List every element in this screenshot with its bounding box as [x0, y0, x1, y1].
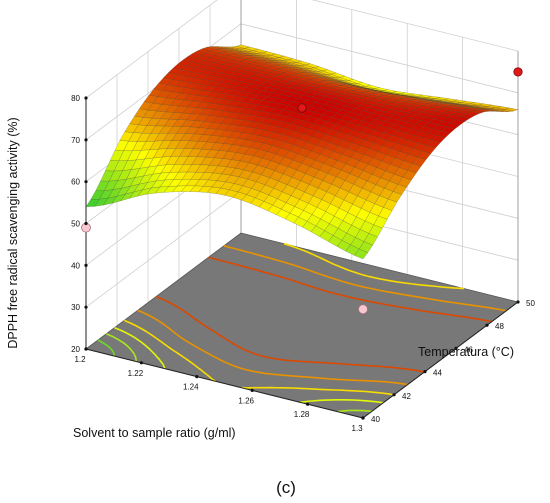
wall-grid-line-z-6 — [85, 0, 519, 99]
contour-line-3 — [123, 242, 464, 396]
x-tick-label-4: 1.28 — [294, 410, 310, 419]
design-point-4 — [513, 67, 523, 77]
y-tick-label-5: 50 — [526, 299, 535, 308]
z-axis-title: DPPH free radical scavenging activity (%… — [6, 117, 20, 348]
y-tick-label-2: 44 — [433, 369, 442, 378]
z-tick-mark-6 — [84, 96, 88, 100]
x-tick-label-3: 1.26 — [238, 396, 254, 405]
contour-line-2 — [114, 326, 384, 404]
design-point-3 — [358, 304, 368, 315]
x-tick-label-0: 1.2 — [74, 355, 86, 364]
x-tick-mark-4 — [306, 402, 310, 406]
z-tick-label-0: 20 — [71, 345, 80, 354]
y-tick-mark-4 — [485, 323, 489, 327]
response-surface — [85, 44, 519, 260]
x-tick-mark-0 — [84, 347, 88, 351]
z-tick-label-6: 80 — [71, 94, 80, 103]
y-tick-mark-1 — [392, 393, 396, 397]
floor-plane — [85, 232, 519, 419]
y-tick-mark-0 — [361, 416, 365, 420]
y-tick-label-0: 40 — [371, 415, 380, 424]
x-tick-mark-2 — [195, 375, 199, 379]
z-tick-label-5: 70 — [71, 136, 80, 145]
contour-line-5 — [155, 256, 492, 373]
z-tick-mark-4 — [84, 180, 88, 184]
x-axis-title: Solvent to sample ratio (g/ml) — [73, 426, 236, 440]
design-point-2 — [297, 103, 307, 113]
contour-line-4 — [137, 245, 507, 386]
z-tick-mark-1 — [84, 305, 88, 309]
y-tick-mark-3 — [454, 346, 458, 350]
x-tick-mark-1 — [139, 361, 143, 365]
y-tick-label-3: 46 — [464, 345, 473, 354]
contour-floor — [85, 232, 519, 419]
y-tick-label-1: 42 — [402, 392, 411, 401]
panel-label: (c) — [276, 478, 296, 497]
y-axis-line — [362, 301, 519, 419]
x-tick-label-1: 1.22 — [128, 369, 144, 378]
x-tick-label-5: 1.3 — [351, 424, 363, 433]
z-tick-label-4: 60 — [71, 178, 80, 187]
y-axis-title: Temperatura (°C) — [418, 345, 514, 359]
x-tick-label-2: 1.24 — [183, 383, 199, 392]
z-tick-label-2: 40 — [71, 261, 80, 270]
contour-line-1 — [105, 333, 372, 413]
z-tick-mark-5 — [84, 138, 88, 142]
x-axis-line — [85, 348, 364, 419]
z-tick-mark-2 — [84, 263, 88, 267]
z-tick-mark-3 — [84, 221, 88, 226]
tick-labels: 20 30 40 50 60 70 80 1.2 1.22 1.24 1.26 1.28 1.3 40 42… — [71, 94, 535, 433]
contour-line-0 — [97, 339, 116, 357]
design-points — [81, 67, 523, 315]
z-tick-label-1: 30 — [71, 303, 80, 312]
surface-cell-31-0 — [354, 248, 369, 260]
x-tick-mark-3 — [250, 388, 254, 392]
z-tick-label-3: 50 — [71, 220, 80, 229]
y-tick-mark-5 — [516, 300, 520, 304]
y-tick-mark-2 — [423, 370, 427, 374]
y-tick-label-4: 48 — [495, 322, 504, 331]
